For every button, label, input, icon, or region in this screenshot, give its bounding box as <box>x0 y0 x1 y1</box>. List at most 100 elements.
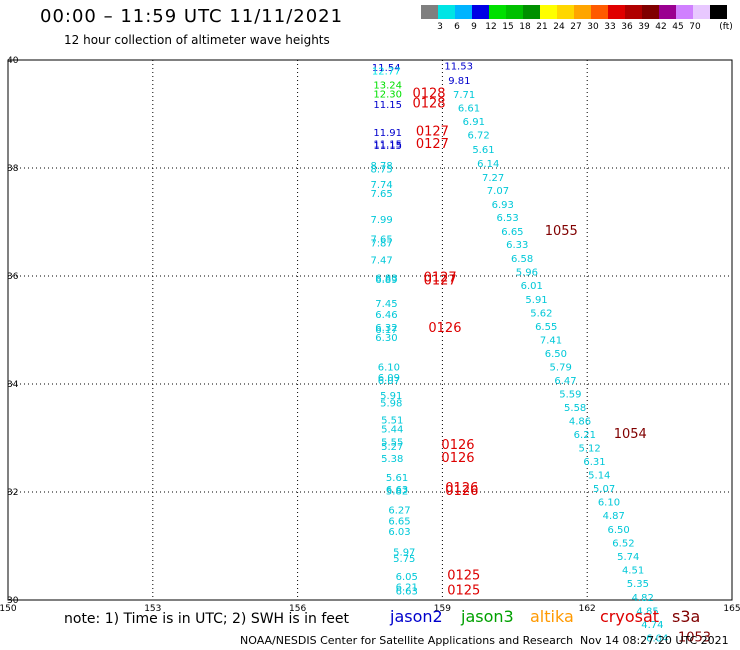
wave-height-label: 6.07 <box>378 376 400 387</box>
y-tick-label: 32 <box>7 488 18 498</box>
scale-label: 15 <box>502 22 514 32</box>
scale-label: 39 <box>638 22 650 32</box>
wave-height-label: 7.87 <box>370 238 392 249</box>
wave-height-label: 6.93 <box>492 200 514 211</box>
x-tick-label: 156 <box>289 604 306 614</box>
wave-height-label: 6.63 <box>396 587 418 598</box>
wave-height-label: 6.05 <box>396 572 418 583</box>
wave-height-label: 5.27 <box>381 442 403 453</box>
wave-height-label: 11.15 <box>373 141 402 152</box>
pass-id-label: 0126 <box>445 484 478 499</box>
scale-label: 9 <box>471 22 477 32</box>
wave-height-label: 5.59 <box>559 390 581 401</box>
wave-height-label: 6.01 <box>521 281 543 292</box>
x-tick-label: 150 <box>0 604 17 614</box>
scale-swatch <box>438 5 455 19</box>
wave-height-label: 5.58 <box>564 403 586 414</box>
x-tick-label: 162 <box>579 604 596 614</box>
wave-height-label: 7.27 <box>482 173 504 184</box>
wave-height-label: 5.74 <box>617 552 639 563</box>
wave-height-label: 4.74 <box>641 620 663 631</box>
y-tick-label: 30 <box>7 596 19 606</box>
wave-height-label: 12.77 <box>372 67 401 78</box>
chart-subtitle: 12 hour collection of altimeter wave hei… <box>64 33 330 47</box>
scale-label: 27 <box>570 22 582 32</box>
wave-height-label: 6.58 <box>511 254 533 265</box>
scale-swatch <box>608 5 625 19</box>
wave-height-label: 7.74 <box>370 180 392 191</box>
pass-id-label: 0128 <box>412 97 445 112</box>
scale-swatch <box>557 5 574 19</box>
wave-height-label: 4.51 <box>622 566 644 577</box>
wave-height-label: 6.91 <box>463 117 485 128</box>
pass-id-label: 0126 <box>441 451 474 466</box>
scale-label: 36 <box>621 22 633 32</box>
wave-height-label: 4.86 <box>569 417 591 428</box>
wave-height-label: 11.53 <box>444 62 473 73</box>
wave-height-label: 7.45 <box>375 299 397 310</box>
wave-height-label: 6.21 <box>574 430 596 441</box>
wave-height-label: 5.61 <box>386 473 408 484</box>
wave-height-label: 7.47 <box>370 256 392 267</box>
pass-id-label: 0127 <box>416 125 449 140</box>
wave-height-label: 9.81 <box>448 76 470 87</box>
wave-height-label: 5.14 <box>588 471 610 482</box>
wave-height-label: 8.78 <box>370 161 392 172</box>
scale-label: 70 <box>689 22 701 32</box>
wave-height-label: 13.24 <box>373 81 402 92</box>
wave-height-label: 6.30 <box>375 333 397 344</box>
wave-height-label: 6.55 <box>535 322 557 333</box>
satellite-legend-cryosat: cryosat <box>600 607 660 626</box>
y-tick-label: 34 <box>7 380 19 390</box>
wave-height-label: 6.53 <box>496 213 518 224</box>
wave-height-label: 5.91 <box>525 295 547 306</box>
wave-height-label: 6.14 <box>477 159 499 170</box>
wave-height-label: 7.65 <box>370 189 392 200</box>
wave-height-label: 6.27 <box>388 506 410 517</box>
scale-swatch <box>421 5 438 19</box>
scale-label: 3 <box>437 22 443 32</box>
wave-height-label: 5.35 <box>627 579 649 590</box>
wave-height-label: 6.61 <box>458 103 480 114</box>
wave-height-label: 6.63 <box>386 485 408 496</box>
wave-height-label: 4.82 <box>632 593 654 604</box>
wave-height-label: 5.38 <box>381 454 403 465</box>
pass-id-label: 0128 <box>412 86 445 101</box>
plot-frame <box>7 59 733 601</box>
wave-height-label: 5.12 <box>579 444 601 455</box>
scale-label: 24 <box>553 22 565 32</box>
pass-id-label: 0126 <box>428 321 461 336</box>
scale-label: 30 <box>587 22 599 32</box>
scale-swatch <box>540 5 557 19</box>
wave-height-label: 6.17 <box>375 325 397 336</box>
wave-height-label: 6.72 <box>467 130 489 141</box>
wave-height-label: 6.83 <box>375 273 397 284</box>
scale-label: 42 <box>655 22 667 32</box>
wave-height-label: 6.32 <box>375 323 397 334</box>
wave-height-label: 4.85 <box>636 607 658 618</box>
wave-height-label: 5.55 <box>381 438 403 449</box>
wave-height-label: 5.82 <box>386 487 408 498</box>
wave-height-label: 6.65 <box>388 516 410 527</box>
scale-swatch <box>710 5 727 19</box>
pass-id-label: 0127 <box>424 270 457 285</box>
x-tick-label: 159 <box>434 604 451 614</box>
wave-height-label: 6.10 <box>598 498 620 509</box>
wave-height-label: 6.47 <box>554 376 576 387</box>
satellite-legend-jason3: jason3 <box>461 607 514 626</box>
pass-id-label: 0127 <box>424 274 457 289</box>
pass-id-label: 1054 <box>614 427 647 442</box>
scale-label: 18 <box>519 22 531 32</box>
wave-height-label: 11.91 <box>373 128 402 139</box>
pass-id-label: 0127 <box>416 137 449 152</box>
y-tick-label: 36 <box>7 272 19 282</box>
wave-height-label: 6.65 <box>501 227 523 238</box>
x-tick-label: 165 <box>723 604 740 614</box>
scale-label: 12 <box>485 22 497 32</box>
wave-height-label: 5.62 <box>530 309 552 320</box>
wave-height-label: 5.07 <box>593 484 615 495</box>
wave-height-label: 5.98 <box>380 399 402 410</box>
scale-label: 33 <box>604 22 616 32</box>
wave-height-label: 6.03 <box>388 527 410 538</box>
pass-id-label: 0126 <box>445 481 478 496</box>
